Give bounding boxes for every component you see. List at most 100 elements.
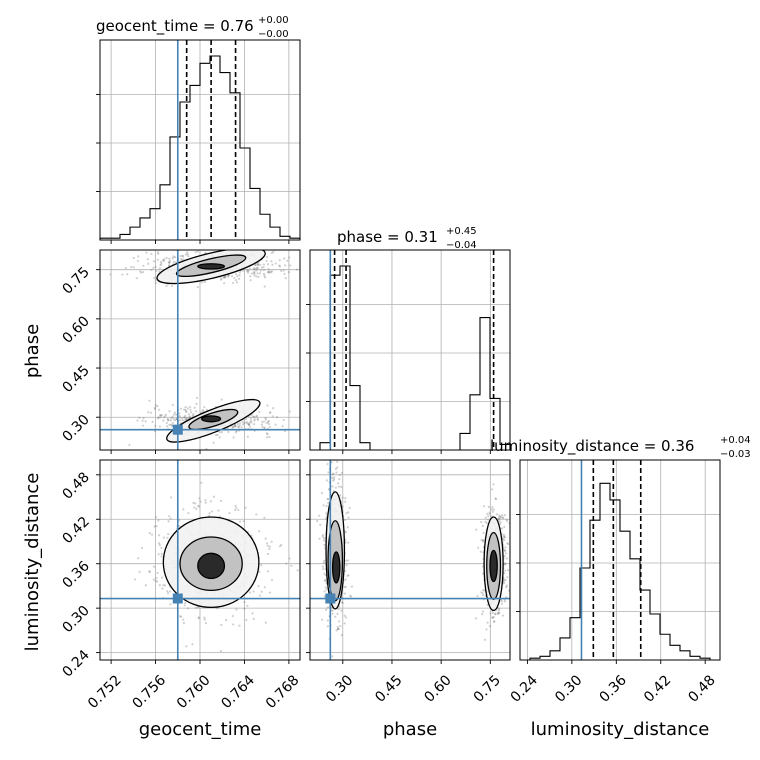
sample-point [321, 565, 324, 568]
sample-point [255, 275, 258, 278]
sample-point [334, 486, 338, 489]
sample-point [323, 579, 327, 582]
sample-point [200, 481, 203, 484]
truth-marker [325, 593, 336, 604]
sample-point [260, 266, 264, 269]
sample-point [258, 570, 261, 574]
sample-point [264, 417, 267, 420]
sample-point [248, 425, 252, 428]
sample-point [497, 609, 501, 612]
sample-point [183, 604, 186, 607]
sample-point [262, 272, 266, 275]
sample-point [257, 261, 260, 265]
sample-point [335, 471, 338, 474]
sample-point [204, 621, 208, 625]
sample-point [499, 520, 502, 524]
sample-point [228, 511, 231, 515]
sample-point [266, 436, 269, 439]
sample-point [233, 276, 236, 280]
sample-point [344, 531, 348, 534]
sample-point [258, 530, 261, 533]
sample-point [257, 584, 260, 588]
sample-point [507, 542, 510, 546]
sample-point [492, 483, 495, 486]
sample-point [168, 261, 171, 264]
sample-point [255, 269, 258, 272]
sample-point [246, 604, 249, 607]
sample-point [156, 405, 159, 408]
tick-label-x-geocent_time: 0.756 [130, 672, 170, 712]
sample-point [155, 270, 158, 273]
sample-point [259, 263, 262, 266]
sample-point [184, 414, 187, 417]
sample-point [142, 246, 144, 248]
sample-point [132, 256, 135, 260]
sample-point [186, 253, 189, 256]
sample-point [186, 417, 189, 420]
sample-point [334, 467, 338, 471]
panel-frame [99, 249, 301, 451]
sample-point [182, 618, 185, 621]
sample-point [178, 414, 181, 418]
sample-point [339, 624, 342, 628]
sample-point [252, 415, 255, 418]
sample-point [184, 601, 187, 605]
sample-point [167, 520, 170, 523]
sample-point [336, 466, 339, 469]
sample-point [139, 270, 142, 273]
sample-point [156, 580, 159, 583]
contour-level-3 [331, 551, 341, 584]
sample-point [489, 612, 492, 615]
sample-point [154, 404, 157, 407]
tick-label-x-phase: 0.60 [421, 672, 454, 705]
sample-point [189, 408, 192, 411]
sample-point [249, 279, 252, 282]
sample-point [333, 476, 336, 479]
sample-point [320, 492, 324, 495]
sample-point [166, 592, 170, 595]
sample-point [170, 284, 174, 288]
sample-point [183, 416, 186, 419]
sample-point [207, 514, 210, 517]
sample-point [262, 266, 265, 269]
sample-point [340, 633, 343, 637]
sample-point [153, 407, 157, 411]
xlabel-geocent-time: geocent_time [139, 719, 262, 740]
sample-point [323, 572, 326, 575]
sample-point [249, 417, 252, 420]
sample-point [173, 411, 176, 414]
sample-point [247, 423, 250, 426]
sample-point [257, 275, 260, 278]
sample-point [194, 251, 197, 254]
sample-point [168, 410, 171, 413]
sample-point [268, 271, 271, 274]
sample-point [141, 270, 145, 274]
sample-point [154, 279, 157, 282]
sample-point [490, 488, 494, 491]
sample-point [344, 559, 348, 562]
sample-point [169, 590, 172, 593]
sample-point [331, 473, 334, 476]
sample-point [327, 471, 330, 474]
sample-point [480, 613, 484, 616]
sample-point [287, 271, 291, 274]
sample-point [485, 521, 488, 525]
sample-point [288, 410, 291, 413]
sample-point [479, 550, 482, 553]
sample-point [501, 514, 504, 517]
sample-point [124, 266, 127, 270]
sample-point [238, 271, 241, 274]
sample-point [197, 616, 200, 619]
sample-point [504, 569, 507, 572]
sample-point [325, 588, 328, 591]
sample-point [332, 478, 336, 481]
sample-point [346, 526, 349, 529]
sample-point [136, 259, 140, 263]
sample-point [323, 559, 326, 562]
sample-point [481, 524, 484, 527]
sample-point [203, 616, 206, 619]
sample-point [491, 616, 494, 619]
sample-point [246, 269, 250, 272]
sample-point [185, 417, 188, 420]
sample-point [132, 266, 135, 269]
